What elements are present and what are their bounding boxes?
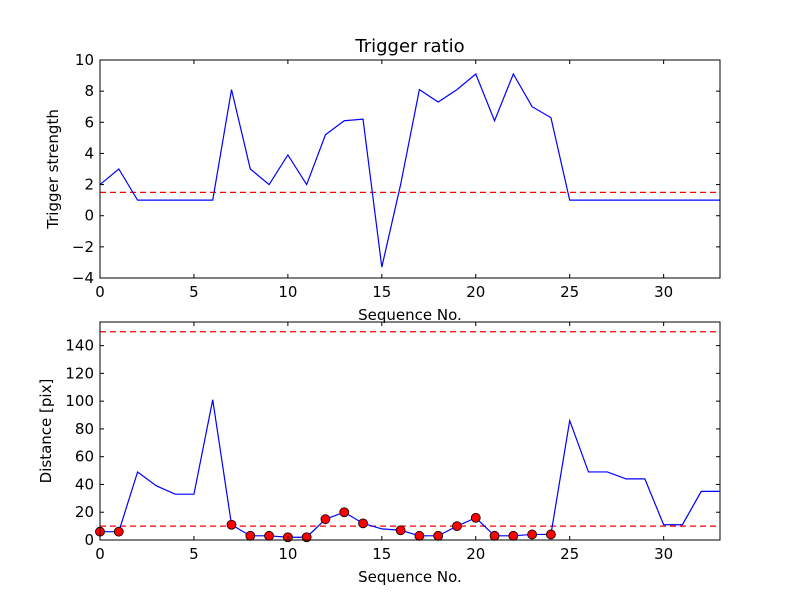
x-axis-label: Sequence No. [358,568,462,586]
data-point-marker [546,529,556,540]
y-tick-label: 2 [84,176,94,194]
trigger-ratio-chart: Trigger ratio 0 5 10 15 20 25 30 −4 −2 0 2 4 6 8 10 Sequ… [44,36,721,324]
data-point-marker [489,530,500,541]
y-tick-label: 40 [75,475,94,493]
x-tick-label: 15 [372,283,391,301]
distance-chart: 0 5 10 15 20 25 30 0 20 40 60 80 100 120 140 Sequence N… [37,321,721,586]
data-point-marker [113,526,124,537]
x-tick-label: 15 [372,545,391,563]
x-tick-label: 10 [278,545,297,563]
plot-area-frame [99,59,721,279]
y-axis-label: Distance [pix] [37,379,55,484]
x-tick-label: 0 [95,283,105,301]
data-point-marker [339,507,350,518]
x-tick-label: 20 [466,283,485,301]
y-tick-label: 140 [65,337,94,355]
data-point-marker [452,521,462,532]
y-tick-label: −4 [72,269,94,287]
y-tick-label: 8 [84,82,94,100]
x-tick-label: 5 [189,545,199,563]
y-tick-label: 80 [75,420,94,438]
y-axis-label: Trigger strength [44,109,62,230]
y-tick-label: 100 [65,392,94,410]
y-tick-label: 0 [84,207,94,225]
x-tick-label: 20 [466,545,485,563]
series-line [99,72,720,268]
series-line [100,399,720,538]
data-point-marker [358,518,368,529]
data-point-marker [301,532,312,543]
data-point-marker [470,512,481,523]
y-tick-label: 60 [75,448,94,466]
data-point-marker [245,530,256,541]
data-point-marker [508,530,519,541]
data-point-marker [226,519,237,530]
x-tick-label: 10 [278,283,297,301]
x-tick-label: 25 [560,283,579,301]
x-tick-label: 0 [95,545,105,563]
chart-title: Trigger ratio [354,36,464,57]
y-tick-label: 20 [75,503,94,521]
y-tick-label: 120 [65,364,94,382]
plot-area-frame [99,321,721,541]
data-point-marker [433,530,444,541]
x-tick-label: 30 [654,283,673,301]
data-point-marker [414,530,425,541]
data-point-marker [395,525,406,536]
y-tick-label: −2 [72,238,94,256]
y-tick-label: 10 [75,51,94,69]
x-tick-label: 25 [560,545,579,563]
y-tick-label: 4 [84,144,94,162]
y-tick-label: 0 [84,531,94,549]
data-point-marker [320,514,331,525]
x-tick-label: 5 [189,283,199,301]
data-point-marker [264,530,274,541]
y-tick-label: 6 [84,113,94,131]
data-point-marker [527,529,538,540]
x-axis-label: Sequence No. [358,306,462,324]
x-tick-label: 30 [654,545,673,563]
